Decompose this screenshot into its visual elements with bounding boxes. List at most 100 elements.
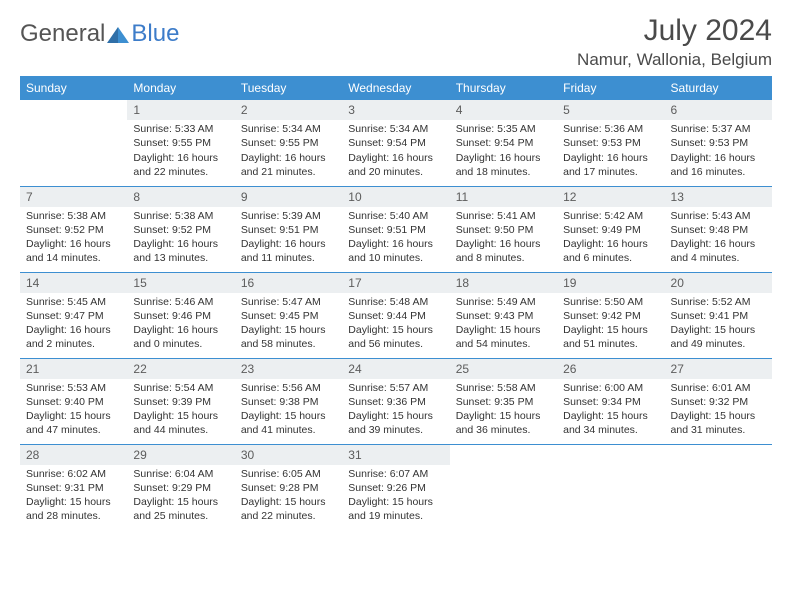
- calendar-day-cell: 20Sunrise: 5:52 AMSunset: 9:41 PMDayligh…: [665, 272, 772, 358]
- day-info: Sunrise: 6:02 AMSunset: 9:31 PMDaylight:…: [20, 465, 127, 528]
- day-number: 21: [20, 359, 127, 379]
- day-number: 24: [342, 359, 449, 379]
- day-number: 7: [20, 187, 127, 207]
- calendar-day-cell: 11Sunrise: 5:41 AMSunset: 9:50 PMDayligh…: [450, 186, 557, 272]
- day-info: Sunrise: 5:33 AMSunset: 9:55 PMDaylight:…: [127, 120, 234, 183]
- day-number: 3: [342, 100, 449, 120]
- day-number: 17: [342, 273, 449, 293]
- weekday-header: Wednesday: [342, 76, 449, 100]
- weekday-header: Friday: [557, 76, 664, 100]
- brand-part2: Blue: [131, 20, 179, 48]
- day-number: 15: [127, 273, 234, 293]
- calendar-day-cell: 22Sunrise: 5:54 AMSunset: 9:39 PMDayligh…: [127, 358, 234, 444]
- day-number: 9: [235, 187, 342, 207]
- calendar-day-cell: 27Sunrise: 6:01 AMSunset: 9:32 PMDayligh…: [665, 358, 772, 444]
- day-number: 25: [450, 359, 557, 379]
- day-number: 30: [235, 445, 342, 465]
- weekday-header: Saturday: [665, 76, 772, 100]
- day-info: Sunrise: 5:54 AMSunset: 9:39 PMDaylight:…: [127, 379, 234, 442]
- calendar-day-cell: [20, 100, 127, 186]
- calendar-day-cell: 15Sunrise: 5:46 AMSunset: 9:46 PMDayligh…: [127, 272, 234, 358]
- calendar-day-cell: 12Sunrise: 5:42 AMSunset: 9:49 PMDayligh…: [557, 186, 664, 272]
- calendar-day-cell: 3Sunrise: 5:34 AMSunset: 9:54 PMDaylight…: [342, 100, 449, 186]
- day-info: Sunrise: 5:50 AMSunset: 9:42 PMDaylight:…: [557, 293, 664, 356]
- day-info: Sunrise: 6:04 AMSunset: 9:29 PMDaylight:…: [127, 465, 234, 528]
- calendar-day-cell: 2Sunrise: 5:34 AMSunset: 9:55 PMDaylight…: [235, 100, 342, 186]
- calendar-day-cell: 31Sunrise: 6:07 AMSunset: 9:26 PMDayligh…: [342, 444, 449, 530]
- calendar-day-cell: 9Sunrise: 5:39 AMSunset: 9:51 PMDaylight…: [235, 186, 342, 272]
- day-info: Sunrise: 5:38 AMSunset: 9:52 PMDaylight:…: [127, 207, 234, 270]
- calendar-week-row: 7Sunrise: 5:38 AMSunset: 9:52 PMDaylight…: [20, 186, 772, 272]
- calendar-day-cell: 25Sunrise: 5:58 AMSunset: 9:35 PMDayligh…: [450, 358, 557, 444]
- calendar-day-cell: 10Sunrise: 5:40 AMSunset: 9:51 PMDayligh…: [342, 186, 449, 272]
- day-number: 13: [665, 187, 772, 207]
- day-info: Sunrise: 5:38 AMSunset: 9:52 PMDaylight:…: [20, 207, 127, 270]
- day-number: 8: [127, 187, 234, 207]
- weekday-header: Monday: [127, 76, 234, 100]
- calendar-week-row: 1Sunrise: 5:33 AMSunset: 9:55 PMDaylight…: [20, 100, 772, 186]
- day-info: Sunrise: 6:01 AMSunset: 9:32 PMDaylight:…: [665, 379, 772, 442]
- title-block: July 2024 Namur, Wallonia, Belgium: [577, 14, 772, 70]
- brand-part1: General: [20, 20, 105, 48]
- calendar-day-cell: 23Sunrise: 5:56 AMSunset: 9:38 PMDayligh…: [235, 358, 342, 444]
- calendar-day-cell: 7Sunrise: 5:38 AMSunset: 9:52 PMDaylight…: [20, 186, 127, 272]
- day-info: Sunrise: 6:07 AMSunset: 9:26 PMDaylight:…: [342, 465, 449, 528]
- calendar-day-cell: [450, 444, 557, 530]
- calendar-head: SundayMondayTuesdayWednesdayThursdayFrid…: [20, 76, 772, 100]
- brand-triangle-icon: [107, 25, 129, 43]
- day-info: Sunrise: 5:40 AMSunset: 9:51 PMDaylight:…: [342, 207, 449, 270]
- weekday-header: Thursday: [450, 76, 557, 100]
- calendar-day-cell: 14Sunrise: 5:45 AMSunset: 9:47 PMDayligh…: [20, 272, 127, 358]
- calendar-day-cell: 18Sunrise: 5:49 AMSunset: 9:43 PMDayligh…: [450, 272, 557, 358]
- day-info: Sunrise: 5:35 AMSunset: 9:54 PMDaylight:…: [450, 120, 557, 183]
- day-number: 14: [20, 273, 127, 293]
- day-number: 10: [342, 187, 449, 207]
- day-number: 23: [235, 359, 342, 379]
- day-info: Sunrise: 5:53 AMSunset: 9:40 PMDaylight:…: [20, 379, 127, 442]
- day-info: Sunrise: 5:47 AMSunset: 9:45 PMDaylight:…: [235, 293, 342, 356]
- day-number: 4: [450, 100, 557, 120]
- calendar-day-cell: 24Sunrise: 5:57 AMSunset: 9:36 PMDayligh…: [342, 358, 449, 444]
- day-number: 1: [127, 100, 234, 120]
- weekday-header: Tuesday: [235, 76, 342, 100]
- month-title: July 2024: [577, 14, 772, 48]
- day-number: 11: [450, 187, 557, 207]
- day-number: 27: [665, 359, 772, 379]
- day-info: Sunrise: 5:52 AMSunset: 9:41 PMDaylight:…: [665, 293, 772, 356]
- calendar-body: 1Sunrise: 5:33 AMSunset: 9:55 PMDaylight…: [20, 100, 772, 530]
- calendar-week-row: 28Sunrise: 6:02 AMSunset: 9:31 PMDayligh…: [20, 444, 772, 530]
- calendar-table: SundayMondayTuesdayWednesdayThursdayFrid…: [20, 76, 772, 530]
- calendar-day-cell: [557, 444, 664, 530]
- day-number: 12: [557, 187, 664, 207]
- day-info: Sunrise: 5:48 AMSunset: 9:44 PMDaylight:…: [342, 293, 449, 356]
- day-number: 20: [665, 273, 772, 293]
- day-info: Sunrise: 5:49 AMSunset: 9:43 PMDaylight:…: [450, 293, 557, 356]
- calendar-day-cell: 16Sunrise: 5:47 AMSunset: 9:45 PMDayligh…: [235, 272, 342, 358]
- calendar-day-cell: 29Sunrise: 6:04 AMSunset: 9:29 PMDayligh…: [127, 444, 234, 530]
- weekday-header: Sunday: [20, 76, 127, 100]
- calendar-day-cell: 28Sunrise: 6:02 AMSunset: 9:31 PMDayligh…: [20, 444, 127, 530]
- calendar-day-cell: 5Sunrise: 5:36 AMSunset: 9:53 PMDaylight…: [557, 100, 664, 186]
- day-info: Sunrise: 5:34 AMSunset: 9:55 PMDaylight:…: [235, 120, 342, 183]
- day-info: Sunrise: 5:45 AMSunset: 9:47 PMDaylight:…: [20, 293, 127, 356]
- calendar-day-cell: 6Sunrise: 5:37 AMSunset: 9:53 PMDaylight…: [665, 100, 772, 186]
- day-number: 29: [127, 445, 234, 465]
- day-number: 22: [127, 359, 234, 379]
- calendar-day-cell: 30Sunrise: 6:05 AMSunset: 9:28 PMDayligh…: [235, 444, 342, 530]
- day-info: Sunrise: 5:42 AMSunset: 9:49 PMDaylight:…: [557, 207, 664, 270]
- calendar-day-cell: 19Sunrise: 5:50 AMSunset: 9:42 PMDayligh…: [557, 272, 664, 358]
- day-info: Sunrise: 5:57 AMSunset: 9:36 PMDaylight:…: [342, 379, 449, 442]
- day-info: Sunrise: 5:34 AMSunset: 9:54 PMDaylight:…: [342, 120, 449, 183]
- day-info: Sunrise: 5:37 AMSunset: 9:53 PMDaylight:…: [665, 120, 772, 183]
- day-number: 6: [665, 100, 772, 120]
- day-number: 31: [342, 445, 449, 465]
- calendar-day-cell: 8Sunrise: 5:38 AMSunset: 9:52 PMDaylight…: [127, 186, 234, 272]
- day-info: Sunrise: 5:46 AMSunset: 9:46 PMDaylight:…: [127, 293, 234, 356]
- day-info: Sunrise: 6:00 AMSunset: 9:34 PMDaylight:…: [557, 379, 664, 442]
- day-info: Sunrise: 5:43 AMSunset: 9:48 PMDaylight:…: [665, 207, 772, 270]
- calendar-day-cell: 26Sunrise: 6:00 AMSunset: 9:34 PMDayligh…: [557, 358, 664, 444]
- location-label: Namur, Wallonia, Belgium: [577, 50, 772, 70]
- day-info: Sunrise: 5:56 AMSunset: 9:38 PMDaylight:…: [235, 379, 342, 442]
- day-info: Sunrise: 5:39 AMSunset: 9:51 PMDaylight:…: [235, 207, 342, 270]
- calendar-day-cell: 4Sunrise: 5:35 AMSunset: 9:54 PMDaylight…: [450, 100, 557, 186]
